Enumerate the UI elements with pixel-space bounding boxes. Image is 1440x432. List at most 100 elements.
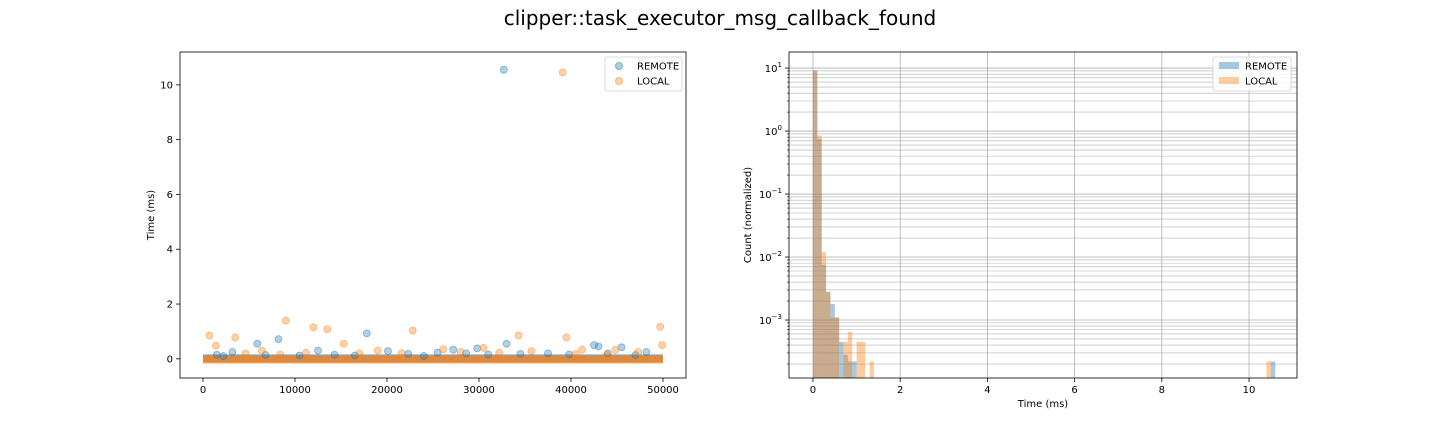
hist-bar-local (860, 341, 866, 378)
scatter-point-local (611, 346, 620, 354)
scatter-point-local (309, 323, 318, 332)
scatter-point-local (479, 343, 488, 352)
scatter-point-remote (449, 345, 458, 354)
scatter-point-local (231, 333, 240, 342)
scatter-point-local (408, 326, 417, 335)
hist-bar-local (869, 361, 875, 378)
hist-xtick-label: 2 (897, 385, 903, 396)
scatter-point-local (571, 349, 580, 358)
scatter-point-remote (212, 350, 221, 359)
scatter-point-local (456, 348, 465, 356)
scatter-point-remote (384, 347, 392, 356)
hist-xlabel: Time (ms) (1017, 399, 1069, 410)
hist-xtick-label: 6 (1071, 385, 1077, 396)
scatter-ytick-label: 2 (167, 300, 173, 311)
scatter-point-local (602, 350, 611, 359)
hist-bar-local (1266, 361, 1271, 378)
scatter-xtick-label: 30000 (463, 385, 495, 396)
scatter-frame (179, 51, 687, 379)
scatter-point-remote (516, 349, 525, 358)
hist-legend (1212, 56, 1292, 92)
scatter-ytick-label: 0 (167, 354, 173, 365)
hist-ytick-label: 10−1 (759, 187, 782, 201)
hist-bar-local (856, 341, 861, 378)
scatter-point-local (658, 341, 666, 350)
scatter-ytick-label: 4 (167, 245, 173, 256)
scatter-point-remote (565, 350, 574, 359)
scatter-point-remote (594, 342, 603, 351)
scatter-point-remote (502, 339, 511, 348)
hist-bar-remote (826, 291, 831, 378)
scatter-point-remote (219, 352, 228, 360)
hist-ytick-label: 101 (765, 61, 782, 75)
scatter-legend-label: LOCAL (637, 77, 670, 88)
scatter-point-local (241, 349, 250, 358)
hist-legend-swatch (1219, 62, 1239, 69)
scatter-point-remote (544, 349, 552, 358)
hist-bar-local (826, 291, 831, 378)
histogram-axes: 0 2 4 6 8 10 10−3 10−2 10−1 100 101 Time (ms) Count … (743, 51, 1298, 410)
scatter-point-remote (590, 341, 598, 350)
hist-legend-label: REMOTE (1245, 62, 1287, 73)
scatter-point-local (323, 325, 332, 334)
hist-xtick-label: 10 (1243, 385, 1256, 396)
scatter-point-remote (484, 350, 493, 359)
scatter-point-local (514, 331, 523, 340)
scatter-point-local (276, 350, 285, 359)
scatter-point-local (397, 349, 406, 358)
hist-bar-remote (852, 361, 857, 378)
scatter-point-remote (253, 339, 262, 348)
scatter-ytick-label: 8 (167, 135, 173, 146)
hist-bar-local (843, 341, 848, 378)
hist-bar-remote (830, 303, 835, 378)
scatter-point-remote (404, 349, 413, 358)
scatter-point-remote (228, 348, 237, 356)
hist-ylabel: Count (normalized) (743, 167, 754, 263)
scatter-point-local (211, 341, 220, 350)
scatter-point-remote (617, 343, 626, 352)
scatter-point-local (205, 331, 214, 340)
scatter-legend-label: REMOTE (637, 62, 679, 73)
hist-ytick-label: 10−3 (759, 313, 782, 327)
scatter-xtick-label: 40000 (555, 385, 587, 396)
scatter-point-local (562, 333, 571, 342)
scatter-ylabel: Time (ms) (146, 190, 157, 242)
hist-bar-local (821, 252, 827, 378)
hist-bar-local (830, 317, 835, 378)
hist-bar-local (817, 135, 822, 378)
scatter-point-local (302, 348, 310, 357)
hist-ytick-label: 10−2 (759, 250, 782, 264)
scatter-point-remote (330, 350, 339, 359)
scatter-point-local (527, 347, 536, 356)
scatter-point-remote (499, 65, 508, 74)
scatter-xtick-label: 10000 (279, 385, 311, 396)
hist-bar-remote (839, 341, 844, 378)
scatter-point-local (634, 348, 643, 356)
scatter-axes: 0 10000 20000 30000 40000 50000 0 2 4 6 8 10 Time (m… (146, 51, 687, 396)
scatter-point-remote (295, 351, 304, 360)
scatter-point-remote (314, 346, 322, 355)
scatter-point-local (257, 346, 266, 355)
hist-legend-swatch (1219, 77, 1239, 84)
scatter-xtick-label: 20000 (371, 385, 403, 396)
hist-frame (788, 51, 1298, 379)
hist-bar-local (812, 70, 818, 378)
scatter-point-local (495, 348, 504, 357)
scatter-point-remote (433, 348, 442, 357)
scatter-point-local (355, 349, 364, 358)
hist-xtick-label: 8 (1159, 385, 1165, 396)
scatter-point-remote (350, 351, 359, 360)
scatter-point-local (439, 345, 448, 354)
hist-legend-label: LOCAL (1245, 77, 1278, 88)
hist-bar-remote (817, 138, 822, 378)
hist-bar-remote (1270, 361, 1276, 378)
hist-bar-remote (821, 264, 827, 378)
scatter-point-remote (419, 352, 428, 360)
scatter-point-local (373, 346, 382, 355)
scatter-legend-marker (615, 77, 623, 85)
scatter-point-local (656, 322, 665, 331)
scatter-ytick-label: 6 (167, 190, 173, 201)
scatter-xtick-label: 50000 (647, 385, 679, 396)
hist-ytick-label: 100 (765, 124, 782, 138)
